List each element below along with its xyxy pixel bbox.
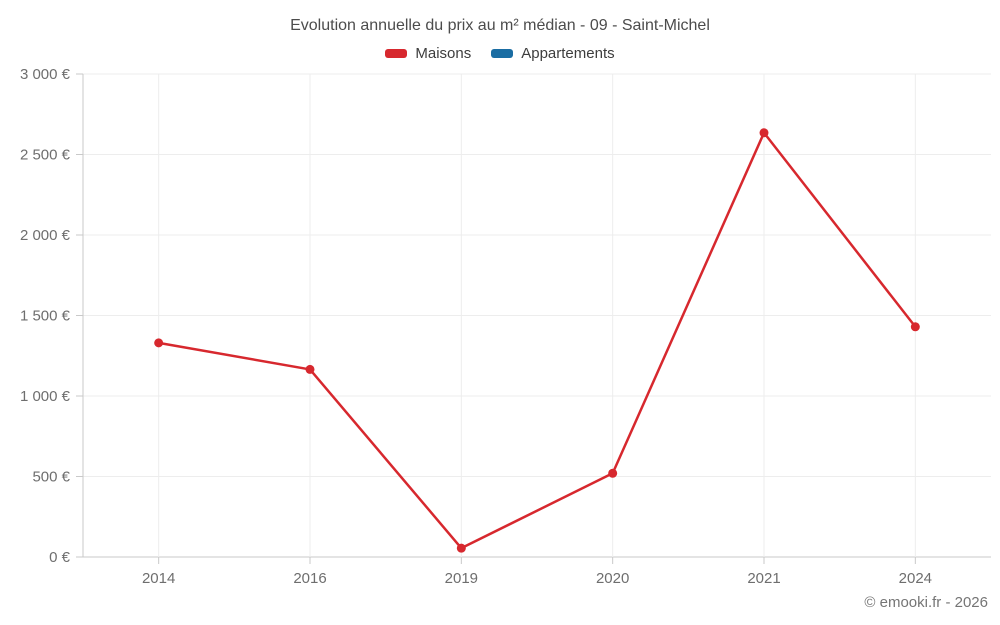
chart-legend: Maisons Appartements xyxy=(0,45,1000,62)
y-axis-label: 0 € xyxy=(49,549,71,566)
y-axis-label: 2 500 € xyxy=(20,147,71,164)
data-point-maisons-2016[interactable] xyxy=(305,364,315,374)
x-axis-label: 2016 xyxy=(293,570,326,587)
chart-title: Evolution annuelle du prix au m² médian … xyxy=(290,17,710,34)
legend-item-maisons[interactable]: Maisons xyxy=(385,45,471,62)
series-line-maisons xyxy=(157,131,917,550)
footer-credit: © emooki.fr - 2026 xyxy=(864,594,988,611)
y-axis-label: 2 000 € xyxy=(20,227,71,244)
data-point-maisons-2019[interactable] xyxy=(456,543,466,553)
appartements-swatch-icon xyxy=(491,49,514,58)
x-axis-label: 2019 xyxy=(445,570,478,587)
x-axis-label: 2021 xyxy=(747,570,780,587)
y-axis-label: 1 000 € xyxy=(20,388,71,405)
x-axis-label: 2014 xyxy=(142,570,175,587)
legend-label-appartements: Appartements xyxy=(521,45,615,62)
y-axis-label: 1 500 € xyxy=(20,308,71,325)
x-axis-label: 2020 xyxy=(596,570,629,587)
data-point-maisons-2020[interactable] xyxy=(608,468,618,478)
maisons-swatch-icon xyxy=(385,49,408,58)
data-point-maisons-2021[interactable] xyxy=(759,128,769,138)
data-point-maisons-2024[interactable] xyxy=(910,322,920,332)
legend-label-maisons: Maisons xyxy=(415,45,472,62)
data-point-maisons-2014[interactable] xyxy=(154,338,164,348)
legend-item-appartements[interactable]: Appartements xyxy=(491,45,615,62)
y-axis-label: 500 € xyxy=(32,469,70,486)
y-axis-label: 3 000 € xyxy=(20,66,71,83)
x-axis-label: 2024 xyxy=(899,570,932,587)
